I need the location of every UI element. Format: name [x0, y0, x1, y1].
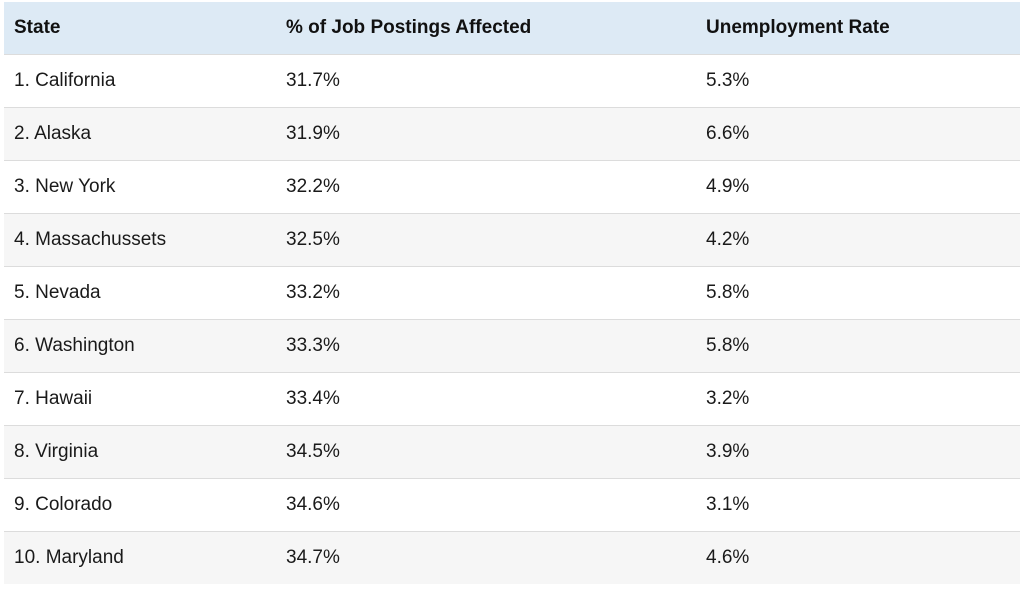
cell-state: 3. New York — [14, 175, 116, 197]
cell-state: 4. Massachussets — [14, 228, 167, 250]
table-row: 1. California 31.7% 5.3% — [4, 54, 1020, 107]
table-header: State % of Job Postings Affected Unemplo… — [4, 2, 1020, 54]
cell-job-postings-affected: 32.5% — [286, 228, 340, 250]
header-unemployment-rate: Unemployment Rate — [706, 16, 890, 38]
state-table-container: State % of Job Postings Affected Unemplo… — [4, 2, 1020, 584]
table-body: 1. California 31.7% 5.3% 2. Alaska 31.9%… — [4, 54, 1020, 584]
cell-unemployment-rate: 3.9% — [706, 440, 750, 462]
cell-job-postings-affected: 33.3% — [286, 334, 340, 356]
cell-job-postings-affected: 33.2% — [286, 281, 340, 303]
cell-job-postings-affected: 34.6% — [286, 493, 340, 515]
header-state: State — [14, 16, 61, 38]
header-row: State % of Job Postings Affected Unemplo… — [4, 2, 1020, 54]
cell-unemployment-rate: 4.2% — [706, 228, 750, 250]
cell-job-postings-affected: 33.4% — [286, 387, 340, 409]
cell-state: 2. Alaska — [14, 122, 92, 144]
table-row: 6. Washington 33.3% 5.8% — [4, 319, 1020, 372]
cell-job-postings-affected: 32.2% — [286, 175, 340, 197]
cell-state: 9. Colorado — [14, 493, 113, 515]
cell-unemployment-rate: 3.2% — [706, 387, 750, 409]
cell-unemployment-rate: 4.9% — [706, 175, 750, 197]
header-job-postings-affected: % of Job Postings Affected — [286, 16, 532, 38]
cell-unemployment-rate: 4.6% — [706, 546, 750, 568]
cell-job-postings-affected: 31.7% — [286, 69, 340, 91]
table-row: 10. Maryland 34.7% 4.6% — [4, 531, 1020, 584]
cell-state: 1. California — [14, 69, 116, 91]
table-row: 3. New York 32.2% 4.9% — [4, 160, 1020, 213]
cell-state: 5. Nevada — [14, 281, 101, 303]
cell-unemployment-rate: 6.6% — [706, 122, 750, 144]
cell-unemployment-rate: 5.8% — [706, 334, 750, 356]
state-table: State % of Job Postings Affected Unemplo… — [4, 2, 1020, 584]
cell-unemployment-rate: 5.3% — [706, 69, 750, 91]
cell-job-postings-affected: 34.7% — [286, 546, 340, 568]
table-row: 8. Virginia 34.5% 3.9% — [4, 425, 1020, 478]
cell-unemployment-rate: 3.1% — [706, 493, 750, 515]
table-row: 7. Hawaii 33.4% 3.2% — [4, 372, 1020, 425]
table-row: 5. Nevada 33.2% 5.8% — [4, 266, 1020, 319]
cell-unemployment-rate: 5.8% — [706, 281, 750, 303]
cell-job-postings-affected: 31.9% — [286, 122, 340, 144]
cell-state: 8. Virginia — [14, 440, 99, 462]
table-row: 9. Colorado 34.6% 3.1% — [4, 478, 1020, 531]
table-row: 4. Massachussets 32.5% 4.2% — [4, 213, 1020, 266]
cell-state: 10. Maryland — [14, 546, 124, 568]
cell-state: 6. Washington — [14, 334, 135, 356]
table-row: 2. Alaska 31.9% 6.6% — [4, 107, 1020, 160]
cell-job-postings-affected: 34.5% — [286, 440, 340, 462]
cell-state: 7. Hawaii — [14, 387, 93, 409]
